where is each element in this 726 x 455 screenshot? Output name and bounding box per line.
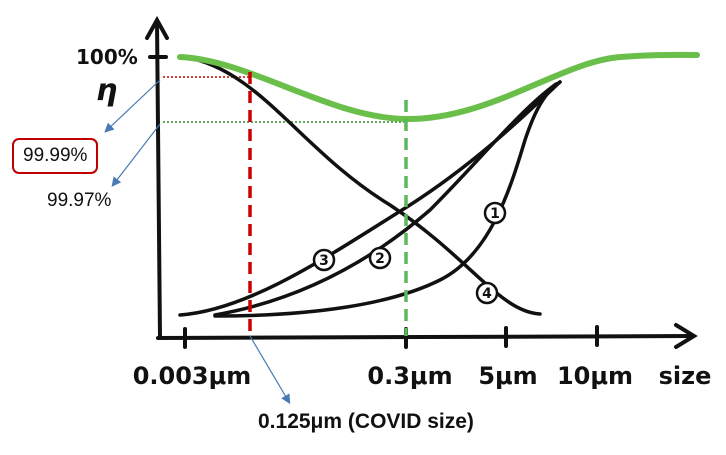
- x-axis-arrowhead: [674, 323, 698, 349]
- mechanism-curves: [178, 55, 562, 318]
- arrow-to-9999: [104, 79, 161, 133]
- arrow-to-9997: [111, 123, 161, 187]
- svg-text:3: 3: [319, 253, 329, 269]
- x-tick-label-03: 0.3μm: [367, 362, 452, 390]
- svg-text:1: 1: [490, 206, 500, 222]
- y-axis-symbol: η: [96, 73, 117, 108]
- curve-badge-3: 3: [312, 248, 336, 272]
- curve-1: [213, 80, 562, 318]
- pointer-arrows: [104, 79, 291, 405]
- curve-badge-1: 1: [483, 201, 507, 225]
- y-axis-arrowhead: [145, 15, 169, 40]
- y-axis-top-label: 100%: [76, 45, 138, 69]
- svg-text:2: 2: [375, 251, 385, 267]
- covid-size-caption: 0.125μm (COVID size): [258, 410, 474, 433]
- curve-4: [183, 55, 542, 316]
- curve-badge-2: 2: [368, 246, 392, 270]
- curve-2: [213, 82, 558, 317]
- svg-text:4: 4: [482, 286, 492, 302]
- efficiency-9997-callout: 99.97%: [47, 190, 112, 211]
- x-axis: [156, 334, 695, 340]
- x-tick-label-0003: 0.003μm: [133, 362, 252, 390]
- curve-badge-4: 4: [475, 281, 499, 305]
- curve-badges: 1 2 3 4: [312, 201, 507, 305]
- arrow-to-covid: [249, 335, 291, 405]
- x-axis-end-label: size: [659, 362, 712, 390]
- x-tick-label-5: 5μm: [478, 362, 537, 390]
- curve-3: [178, 80, 562, 317]
- axes: [145, 15, 698, 349]
- total-efficiency-curve: [177, 51, 700, 123]
- y-axis: [155, 20, 162, 340]
- efficiency-9999-callout: 99.99%: [12, 138, 99, 174]
- x-tick-label-10: 10μm: [557, 362, 633, 390]
